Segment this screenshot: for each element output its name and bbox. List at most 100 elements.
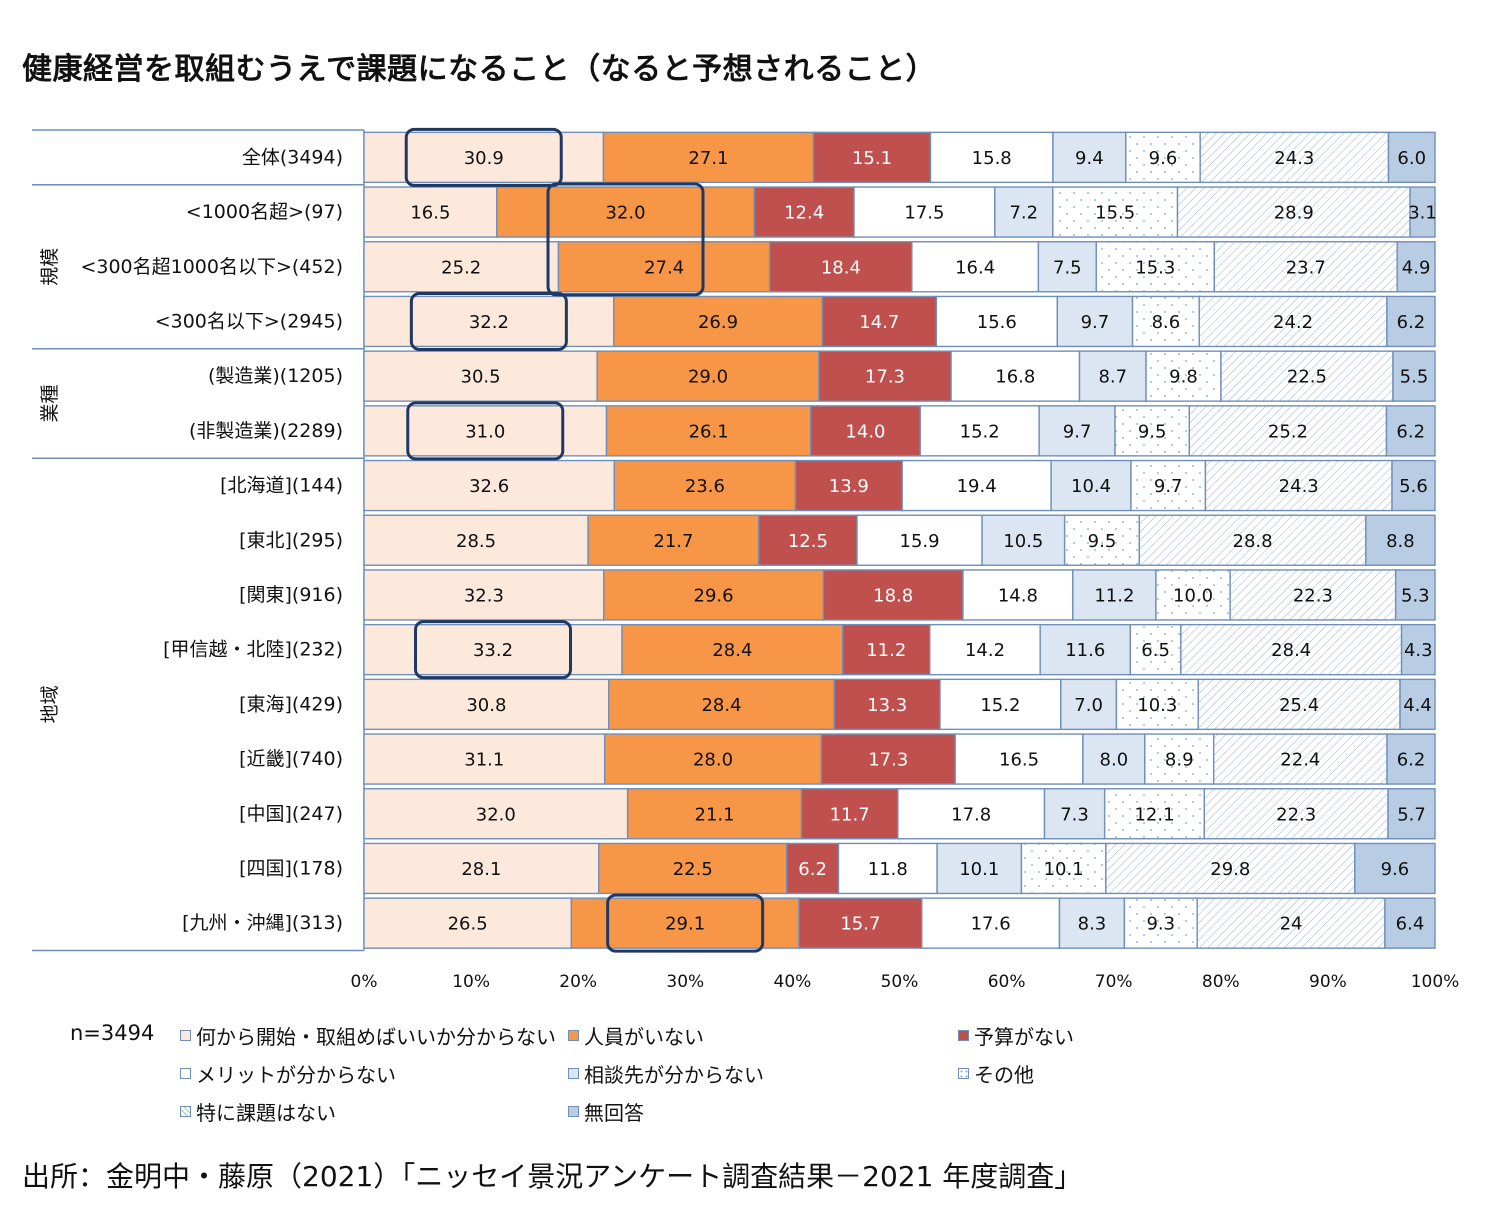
category-label: [四国](178) xyxy=(239,857,343,879)
bar-segment-series-no-staff xyxy=(557,241,771,293)
legend-item: その他 xyxy=(958,1059,1034,1088)
bar-segment-series-no-consultant xyxy=(1072,569,1157,621)
data-label: 12.1 xyxy=(1134,804,1174,825)
data-label: 7.0 xyxy=(1074,695,1103,716)
bar-segment-series-no-issue xyxy=(1199,131,1390,184)
x-tick-label: 60% xyxy=(988,972,1026,992)
bar-segment-series-no-consultant xyxy=(994,186,1054,238)
bar-segment-series-start-unknown xyxy=(363,295,615,348)
data-label: 33.2 xyxy=(473,640,513,661)
legend-swatch xyxy=(958,1068,969,1079)
data-label: 29.0 xyxy=(688,367,728,388)
bar-segment-series-no-consultant xyxy=(1039,623,1132,676)
bar-segment-series-no-budget xyxy=(833,678,941,731)
data-label: 4.3 xyxy=(1404,640,1433,661)
bar-segment-series-no-staff xyxy=(570,897,800,949)
x-tick-label: 80% xyxy=(1202,972,1240,992)
bar-segment-series-no-consultant xyxy=(1038,405,1116,457)
data-label: 31.1 xyxy=(464,750,504,771)
bar-segment-series-no-answer xyxy=(1386,733,1436,785)
data-label: 7.5 xyxy=(1053,257,1082,278)
data-label: 13.9 xyxy=(829,476,869,497)
bar-segment-series-no-issue xyxy=(1105,842,1356,895)
bar-segment-series-no-answer xyxy=(1384,897,1436,949)
data-label: 32.0 xyxy=(605,203,645,224)
bar-segment-series-no-merit xyxy=(837,842,938,895)
bar-segment-series-no-issue xyxy=(1176,186,1411,238)
bar-segment-series-no-budget xyxy=(753,186,855,238)
data-label: 24.2 xyxy=(1273,312,1313,333)
data-label: 5.7 xyxy=(1397,804,1426,825)
data-label: 6.2 xyxy=(1396,421,1425,442)
data-label: 3.1 xyxy=(1408,203,1437,224)
bar-segment-series-no-answer xyxy=(1354,842,1436,895)
data-label: 28.8 xyxy=(1233,531,1273,552)
legend-item: 無回答 xyxy=(568,1097,644,1126)
legend-label: 無回答 xyxy=(584,1101,644,1125)
data-label: 28.5 xyxy=(456,531,496,552)
data-label: 32.3 xyxy=(464,585,504,606)
data-label: 19.4 xyxy=(957,476,997,497)
data-label: 8.7 xyxy=(1098,367,1127,388)
bar-segment-series-no-budget xyxy=(798,897,923,949)
data-label: 16.5 xyxy=(999,750,1039,771)
bar-segment-series-no-staff xyxy=(605,405,812,457)
data-label: 23.7 xyxy=(1286,257,1326,278)
data-label: 22.3 xyxy=(1293,585,1333,606)
legend-label: 人員がいない xyxy=(584,1025,704,1049)
bar-segment-series-no-issue xyxy=(1212,733,1388,785)
category-label: <300名超1000名以下>(452) xyxy=(80,256,343,278)
data-label: 10.4 xyxy=(1071,476,1111,497)
data-label: 11.2 xyxy=(1094,585,1134,606)
bar-segment-series-no-issue xyxy=(1213,241,1398,293)
legend-item: 何から開始・取組めばいいか分からない xyxy=(180,1021,556,1050)
data-label: 17.6 xyxy=(971,914,1011,935)
category-label: [近畿](740) xyxy=(239,748,343,770)
bar-segment-series-no-staff xyxy=(608,678,836,731)
data-label: 18.4 xyxy=(821,257,861,278)
group-label: 規模 xyxy=(39,248,61,286)
data-label: 10.1 xyxy=(1044,859,1084,880)
category-label: [中国](247) xyxy=(239,803,343,825)
bar-segment-series-no-staff xyxy=(613,459,797,512)
bar-segment-series-no-merit xyxy=(901,459,1052,512)
bar-segment-series-start-unknown xyxy=(363,241,560,293)
bar-segment-series-start-unknown xyxy=(363,514,589,566)
data-label: 17.5 xyxy=(904,203,944,224)
data-label: 26.1 xyxy=(689,421,729,442)
bar-segment-series-no-answer xyxy=(1400,623,1436,676)
data-label: 8.9 xyxy=(1165,750,1194,771)
data-label: 32.0 xyxy=(476,804,516,825)
data-label: 24.3 xyxy=(1279,476,1319,497)
data-label: 6.5 xyxy=(1141,640,1170,661)
x-tick-label: 10% xyxy=(452,972,490,992)
data-label: 15.3 xyxy=(1135,257,1175,278)
legend-label: 特に課題はない xyxy=(196,1101,336,1125)
bar-segment-series-no-answer xyxy=(1409,186,1436,238)
bar-segment-series-start-unknown xyxy=(363,897,573,949)
data-label: 15.9 xyxy=(900,531,940,552)
bar-segment-series-no-merit xyxy=(935,295,1059,348)
highlight-box xyxy=(546,182,705,297)
x-tick-label: 30% xyxy=(666,972,704,992)
category-label: (製造業)(1205) xyxy=(208,365,343,387)
bar-segment-series-no-staff xyxy=(626,788,803,840)
bar-segment-series-no-consultant xyxy=(981,514,1066,566)
data-label: 9.7 xyxy=(1063,421,1092,442)
data-label: 15.2 xyxy=(980,695,1020,716)
data-label: 28.0 xyxy=(693,750,733,771)
bar-segment-series-no-staff xyxy=(596,350,820,402)
data-label: 4.9 xyxy=(1402,257,1431,278)
data-label: 32.2 xyxy=(469,312,509,333)
data-label: 9.8 xyxy=(1169,367,1198,388)
data-label: 28.4 xyxy=(712,640,752,661)
sample-size-label: n=3494 xyxy=(70,1021,155,1045)
data-label: 28.1 xyxy=(461,859,501,880)
data-label: 22.5 xyxy=(673,859,713,880)
bar-segment-series-no-consultant xyxy=(1050,459,1132,512)
data-label: 29.6 xyxy=(694,585,734,606)
x-tick-label: 20% xyxy=(559,972,597,992)
legend-swatch xyxy=(568,1106,579,1117)
data-label: 7.2 xyxy=(1009,203,1038,224)
